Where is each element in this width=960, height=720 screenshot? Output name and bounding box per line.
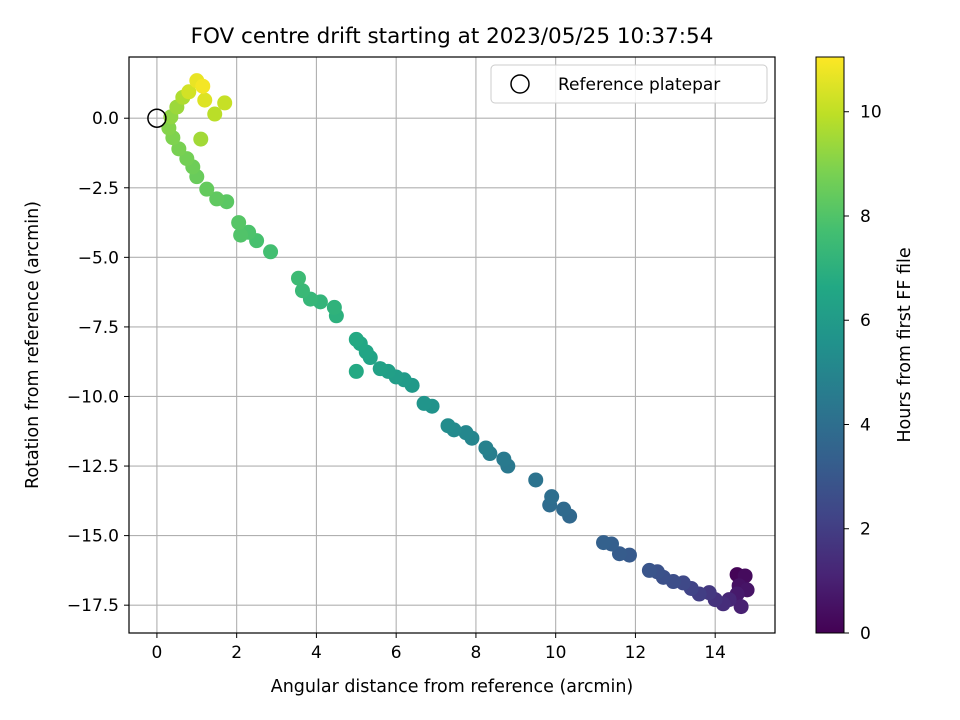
x-tick-label: 6 bbox=[391, 643, 402, 663]
y-tick-label: 0.0 bbox=[92, 109, 119, 129]
data-point bbox=[181, 84, 197, 100]
colorbar-tick-label: 0 bbox=[860, 624, 871, 644]
data-point bbox=[641, 562, 657, 578]
colorbar-tick-label: 10 bbox=[860, 103, 882, 123]
legend-box bbox=[490, 64, 768, 104]
data-point bbox=[231, 215, 247, 231]
x-tick-label: 8 bbox=[471, 643, 482, 663]
data-point bbox=[416, 395, 432, 411]
plot-frame bbox=[128, 56, 776, 634]
y-axis-ticks: 0.0 −2.5 −5.0 −7.5 −10.0 −12.5 −15.0 −17.5 bbox=[67, 109, 129, 616]
colorbar-gradient bbox=[816, 57, 844, 633]
colorbar-label: Hours from first FF file bbox=[895, 247, 915, 442]
legend-label: Reference platepar bbox=[558, 75, 720, 95]
data-point bbox=[290, 270, 306, 286]
colorbar-tick-label: 4 bbox=[860, 415, 871, 435]
data-point bbox=[326, 299, 342, 315]
data-point bbox=[171, 141, 187, 157]
data-point bbox=[348, 331, 364, 347]
x-tick-label: 14 bbox=[704, 643, 726, 663]
data-point bbox=[199, 181, 215, 197]
data-point bbox=[348, 363, 364, 379]
colorbar-frame bbox=[815, 56, 845, 634]
scatter-points bbox=[161, 73, 755, 615]
data-point bbox=[263, 244, 279, 260]
colorbar-tick-label: 6 bbox=[860, 311, 871, 331]
data-point bbox=[596, 535, 612, 551]
data-point bbox=[233, 227, 249, 243]
data-point bbox=[207, 106, 223, 122]
data-point bbox=[496, 451, 512, 467]
data-point bbox=[294, 283, 310, 299]
colorbar-tick-label: 8 bbox=[860, 207, 871, 227]
y-axis-label: Rotation from reference (arcmin) bbox=[23, 201, 43, 489]
y-tick-label: −7.5 bbox=[78, 318, 119, 338]
x-axis-ticks: 0 2 4 6 8 10 12 14 bbox=[151, 633, 726, 663]
grid bbox=[129, 57, 775, 633]
y-tick-label: −10.0 bbox=[67, 387, 119, 407]
data-point bbox=[440, 418, 456, 434]
colorbar: 0 2 4 6 8 10 Hours from first FF file bbox=[815, 56, 915, 644]
data-point bbox=[478, 440, 494, 456]
data-point bbox=[193, 131, 209, 147]
y-tick-label: −5.0 bbox=[78, 248, 119, 268]
data-point bbox=[209, 191, 225, 207]
data-point bbox=[197, 92, 213, 108]
data-point bbox=[544, 489, 560, 505]
y-tick-label: −12.5 bbox=[67, 457, 119, 477]
chart-title: FOV centre drift starting at 2023/05/25 … bbox=[191, 24, 714, 49]
x-axis-label: Angular distance from reference (arcmin) bbox=[271, 677, 634, 697]
colorbar-ticks: 0 2 4 6 8 10 bbox=[844, 103, 882, 644]
y-tick-label: −2.5 bbox=[78, 179, 119, 199]
legend: Reference platepar bbox=[490, 64, 768, 104]
data-point bbox=[528, 472, 544, 488]
colorbar-tick-label: 2 bbox=[860, 520, 871, 540]
data-point bbox=[733, 599, 749, 615]
y-tick-label: −15.0 bbox=[67, 527, 119, 547]
data-point bbox=[372, 361, 388, 377]
x-tick-label: 12 bbox=[625, 643, 647, 663]
data-point bbox=[458, 425, 474, 441]
data-point bbox=[161, 120, 177, 136]
reference-platepar-marker bbox=[147, 108, 167, 128]
x-tick-label: 10 bbox=[545, 643, 567, 663]
data-point bbox=[217, 95, 233, 111]
x-tick-label: 0 bbox=[151, 643, 162, 663]
data-point bbox=[195, 78, 211, 94]
x-tick-label: 2 bbox=[231, 643, 242, 663]
legend-marker bbox=[510, 74, 530, 94]
x-tick-label: 4 bbox=[311, 643, 322, 663]
data-point bbox=[556, 501, 572, 517]
y-tick-label: −17.5 bbox=[67, 596, 119, 616]
